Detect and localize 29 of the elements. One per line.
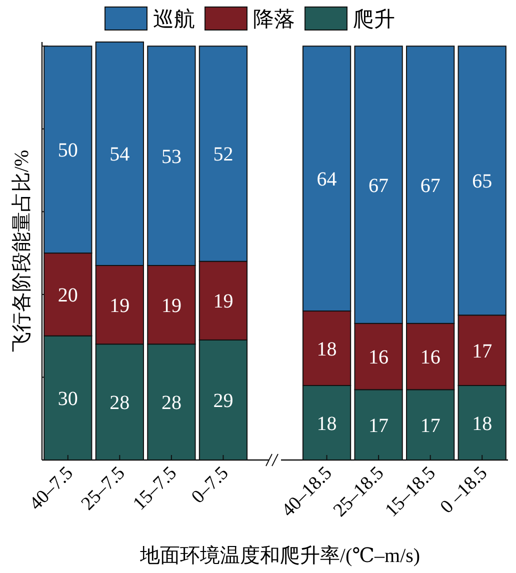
- data-label: 50: [58, 140, 78, 162]
- data-label: 19: [213, 290, 234, 313]
- data-label: 20: [58, 284, 78, 306]
- legend-label: 巡航: [153, 7, 195, 31]
- x-axis-title: 地面环境温度和爬升率/(℃–m/s): [138, 545, 420, 567]
- y-axis-title: 飞行各阶段能量占比/%: [11, 150, 33, 352]
- data-label: 67: [368, 174, 389, 197]
- data-label: 19: [110, 294, 130, 317]
- data-label: 17: [368, 414, 389, 437]
- data-label: 17: [472, 340, 492, 362]
- legend-label: 降落: [253, 7, 295, 31]
- data-label: 67: [420, 174, 440, 197]
- data-label: 18: [316, 412, 337, 435]
- data-label: 16: [368, 346, 389, 369]
- legend-label: 爬升: [353, 7, 395, 31]
- data-label: 30: [58, 388, 78, 410]
- data-label: 18: [316, 338, 337, 360]
- data-label: 65: [472, 170, 492, 193]
- data-label: 17: [420, 414, 440, 437]
- data-label: 19: [161, 294, 182, 317]
- data-label: 28: [161, 392, 182, 414]
- data-label: 29: [213, 390, 234, 412]
- data-label: 28: [110, 392, 130, 414]
- data-label: 52: [213, 144, 234, 166]
- data-label: 54: [110, 144, 130, 166]
- data-label: 18: [472, 412, 492, 435]
- data-label: 16: [420, 346, 440, 369]
- data-label: 53: [161, 146, 182, 168]
- data-label: 64: [316, 168, 337, 191]
